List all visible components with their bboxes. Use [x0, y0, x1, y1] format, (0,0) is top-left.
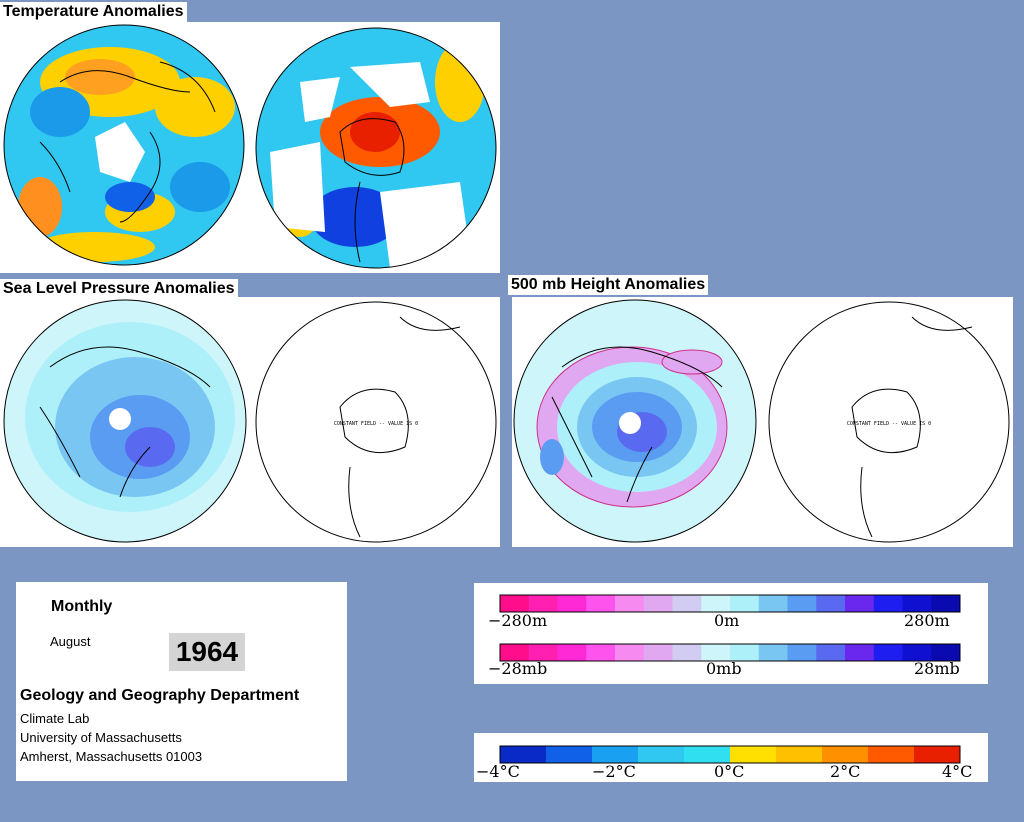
pressure-scale-swatch-2 — [557, 644, 587, 661]
height-legend-min: −280m — [488, 611, 548, 630]
temperature-colorbar — [499, 745, 961, 764]
pressure-legend-mid: 0mb — [706, 659, 742, 678]
height-legend-mid: 0m — [714, 611, 740, 630]
height-legend-max: 280m — [904, 611, 950, 630]
pressure-scale-swatch-13 — [873, 644, 903, 661]
pressure-scale-swatch-8 — [730, 644, 760, 661]
height-pressure-colorbars — [499, 594, 961, 662]
pressure-scale-swatch-1 — [528, 644, 558, 661]
temp-scale-swatch-4 — [684, 746, 731, 763]
pressure-scale-swatch-3 — [586, 644, 616, 661]
temp-scale-swatch-6 — [776, 746, 823, 763]
height-scale-border — [499, 594, 961, 613]
height-scale-swatch-12 — [845, 595, 875, 612]
temp-scale-swatch-1 — [546, 746, 593, 763]
height-scale-swatch-10 — [787, 595, 817, 612]
pressure-scale-swatch-5 — [643, 644, 673, 661]
pressure-scale-swatch-7 — [701, 644, 731, 661]
pressure-scale-swatch-10 — [787, 644, 817, 661]
temp-scale-swatch-2 — [592, 746, 639, 763]
height-scale-swatch-6 — [672, 595, 702, 612]
height-scale-swatch-2 — [557, 595, 587, 612]
temperature-panel — [0, 22, 500, 273]
height500-title: 500 mb Height Anomalies — [508, 275, 709, 295]
temp-scale-swatch-5 — [730, 746, 777, 763]
height-scale-swatch-0 — [500, 595, 530, 612]
info-box: Monthly August 1964 Geology and Geograph… — [16, 582, 347, 781]
temp-scale-swatch-9 — [914, 746, 961, 763]
temperature-map-south — [256, 28, 496, 268]
department-label: Geology and Geography Department — [20, 687, 300, 704]
temp-scale-border — [499, 745, 961, 764]
coastline-south — [339, 118, 405, 263]
height-scale-swatch-7 — [701, 595, 731, 612]
temp-legend-t2: −2°C — [592, 762, 636, 781]
temp-legend-t4: 2°C — [830, 762, 861, 781]
height500-coastline — [551, 346, 723, 503]
height500-panel: CONSTANT FIELD -- VALUE IS 0 — [512, 297, 1013, 547]
temp-scale-swatch-0 — [500, 746, 547, 763]
temp-legend-t1: −4°C — [476, 762, 520, 781]
slp-coastline — [39, 346, 211, 498]
slp-coastline-south — [339, 316, 461, 538]
temp-legend-t3: 0°C — [714, 762, 745, 781]
slp-map-north — [4, 300, 246, 542]
pressure-legend-min: −28mb — [488, 659, 548, 678]
slp-title: Sea Level Pressure Anomalies — [0, 279, 238, 299]
height500-map-north — [514, 300, 756, 542]
pressure-legend-max: 28mb — [914, 659, 960, 678]
pressure-scale-swatch-15 — [931, 644, 961, 661]
university-label: University of Massachusetts — [20, 730, 182, 745]
slp-panel: CONSTANT FIELD -- VALUE IS 0 — [0, 297, 500, 547]
temp-scale-swatch-3 — [638, 746, 685, 763]
lab-label: Climate Lab — [20, 711, 90, 726]
height-pressure-legend: −280m 0m 280m −28mb 0mb 28mb — [474, 583, 988, 684]
height-scale-swatch-11 — [816, 595, 846, 612]
pressure-scale-swatch-11 — [816, 644, 846, 661]
temp-scale-swatch-8 — [868, 746, 915, 763]
height-scale-swatch-9 — [758, 595, 788, 612]
pressure-scale-swatch-14 — [902, 644, 932, 661]
height-scale-swatch-15 — [931, 595, 961, 612]
temp-legend-t5: 4°C — [942, 762, 973, 781]
temperature-map-north — [4, 25, 244, 265]
period-label: Monthly — [51, 598, 113, 615]
temperature-legend: −4°C −2°C 0°C 2°C 4°C — [474, 733, 988, 782]
pressure-scale-swatch-9 — [758, 644, 788, 661]
coastline-north — [39, 61, 216, 223]
pressure-scale-border — [499, 643, 961, 662]
height-scale-swatch-3 — [586, 595, 616, 612]
slp-constant-field-note: CONSTANT FIELD -- VALUE IS 0 — [334, 421, 418, 427]
height-scale-swatch-1 — [528, 595, 558, 612]
pressure-scale-swatch-12 — [845, 644, 875, 661]
height-scale-swatch-4 — [615, 595, 645, 612]
height-scale-swatch-8 — [730, 595, 760, 612]
month-label: August — [50, 634, 91, 649]
height-scale-swatch-14 — [902, 595, 932, 612]
pressure-scale-swatch-6 — [672, 644, 702, 661]
height500-coastline-south — [851, 316, 973, 538]
pressure-scale-swatch-4 — [615, 644, 645, 661]
height-scale-swatch-13 — [873, 595, 903, 612]
temp-scale-swatch-7 — [822, 746, 869, 763]
height-scale-swatch-5 — [643, 595, 673, 612]
year-label: 1964 — [169, 633, 245, 671]
height500-constant-field-note: CONSTANT FIELD -- VALUE IS 0 — [847, 421, 931, 427]
pressure-scale-swatch-0 — [500, 644, 530, 661]
address-label: Amherst, Massachusetts 01003 — [20, 749, 203, 764]
temperature-title: Temperature Anomalies — [0, 2, 187, 22]
